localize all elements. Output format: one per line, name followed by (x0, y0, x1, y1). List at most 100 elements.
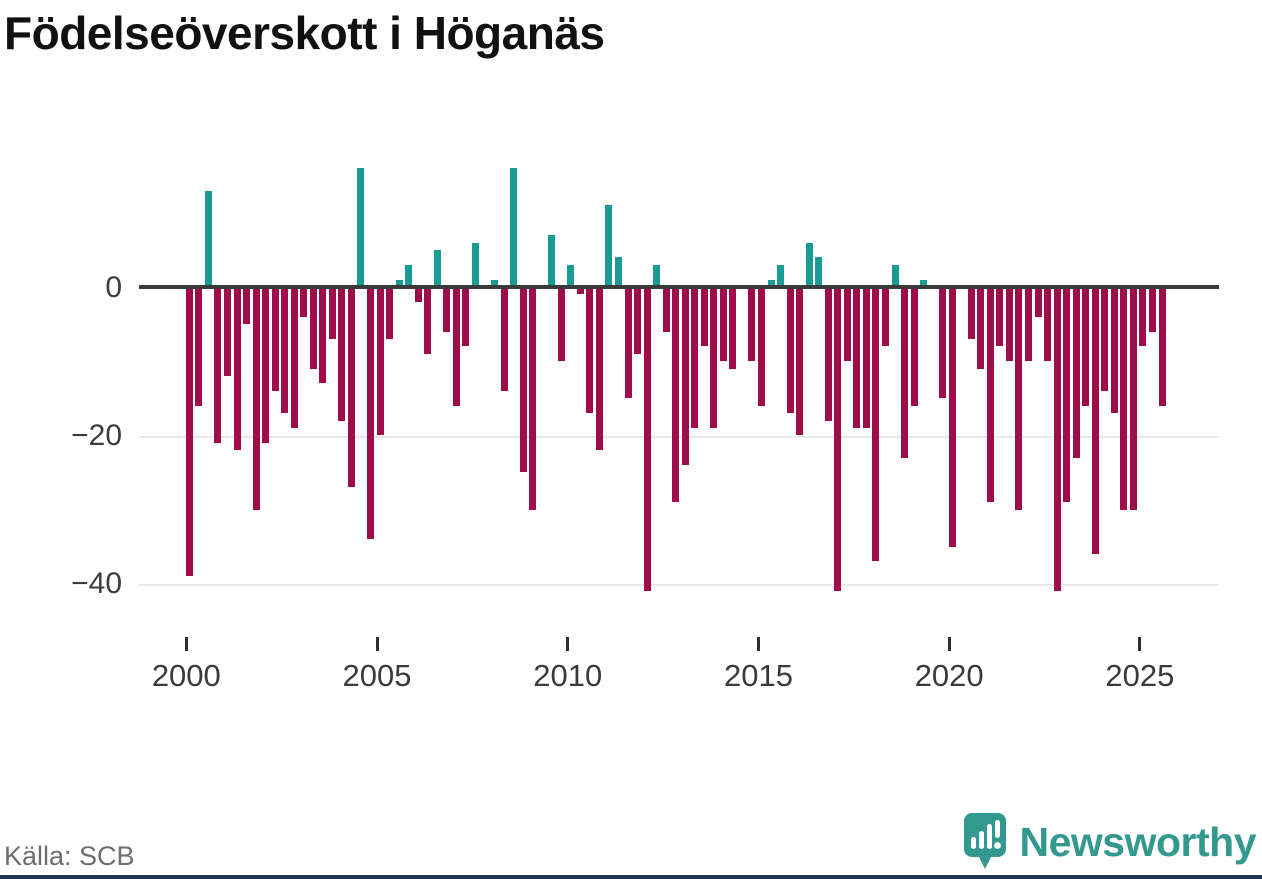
bar-2017-q1 (834, 287, 842, 592)
bar-2017-q2 (843, 287, 851, 362)
brand-lockup: Newsworthy (962, 812, 1257, 872)
bar-2001-q3 (243, 287, 250, 325)
x-axis-label-2010: 2010 (533, 658, 603, 693)
bar-2008-q4 (519, 287, 527, 473)
source-note: Källa: SCB (4, 841, 135, 871)
bar-2011-q3 (624, 287, 632, 399)
bar-2019-q1 (910, 287, 918, 406)
bar-2003-q1 (300, 287, 308, 317)
bar-2016-q4 (824, 287, 832, 421)
bar-2011-q4 (634, 287, 641, 354)
bar-2006-q2 (424, 287, 432, 354)
bar-2009-q1 (529, 287, 537, 510)
bar-2020-q1 (948, 287, 956, 547)
bar-2013-q1 (681, 287, 689, 465)
bar-2016-q3 (815, 257, 823, 287)
x-tick-2000 (184, 637, 188, 651)
bar-2022-q1 (1025, 287, 1032, 362)
bar-2004-q3 (357, 168, 365, 287)
x-tick-2010 (566, 637, 570, 651)
bar-2013-q2 (691, 287, 699, 428)
bar-2000-q2 (195, 287, 203, 406)
bar-2015-q2 (767, 279, 775, 287)
x-tick-2025 (1138, 637, 1142, 651)
bar-2009-q4 (557, 287, 565, 362)
bar-2021-q2 (996, 287, 1004, 347)
bar-2003-q2 (309, 287, 317, 369)
bar-2005-q4 (405, 264, 413, 287)
bar-2021-q4 (1015, 287, 1023, 510)
bar-2004-q1 (338, 287, 346, 421)
bar-2023-q2 (1072, 287, 1080, 458)
bar-2001-q4 (252, 287, 260, 510)
bar-2000-q1 (185, 287, 193, 577)
bar-2005-q2 (386, 287, 394, 339)
bar-2005-q3 (395, 279, 403, 287)
bar-2010-q2 (576, 287, 584, 295)
bar-2010-q3 (586, 287, 594, 414)
gridline-minus40 (139, 584, 1219, 586)
bar-2008-q1 (491, 279, 498, 287)
bar-2019-q4 (939, 287, 947, 399)
bar-2022-q4 (1053, 287, 1061, 592)
bar-2013-q3 (700, 287, 708, 347)
bar-2016-q1 (796, 287, 804, 436)
bar-2018-q4 (901, 287, 908, 458)
bar-2012-q4 (672, 287, 680, 503)
brand-wordmark: Newsworthy (1019, 818, 1257, 865)
bar-2007-q3 (471, 242, 479, 287)
bar-2009-q3 (548, 235, 556, 287)
bar-2014-q4 (748, 287, 756, 362)
y-axis-label-2: −40 (71, 567, 122, 600)
bar-2017-q4 (862, 287, 870, 428)
x-tick-2005 (375, 637, 379, 651)
bar-2011-q1 (605, 205, 613, 287)
bar-2023-q1 (1063, 287, 1071, 503)
bar-2025-q1 (1139, 287, 1147, 347)
bar-2006-q3 (433, 249, 441, 287)
bar-2008-q2 (500, 287, 508, 391)
bar-2023-q4 (1091, 287, 1099, 554)
bar-2021-q3 (1005, 287, 1013, 362)
y-axis-label-1: −20 (71, 419, 122, 452)
bar-2017-q3 (853, 287, 861, 428)
bar-2007-q2 (462, 287, 470, 347)
bar-2012-q3 (662, 287, 670, 332)
bar-2002-q3 (281, 287, 289, 414)
bar-2006-q4 (443, 287, 451, 332)
bar-2018-q2 (881, 287, 889, 347)
zero-axis-line (139, 285, 1219, 289)
bar-2010-q4 (595, 287, 603, 451)
bar-2000-q3 (204, 190, 212, 287)
bar-2018-q3 (891, 264, 899, 287)
bar-2006-q1 (414, 287, 422, 302)
x-axis-label-2020: 2020 (914, 658, 984, 693)
bar-2001-q1 (223, 287, 231, 376)
x-tick-2020 (947, 637, 951, 651)
bar-2004-q2 (347, 287, 355, 488)
x-tick-2015 (756, 637, 760, 651)
bar-2015-q3 (777, 264, 784, 287)
bar-2023-q3 (1082, 287, 1090, 406)
x-axis-label-2005: 2005 (342, 658, 412, 693)
bar-2014-q2 (729, 287, 737, 369)
bar-2004-q4 (367, 287, 374, 540)
bar-2016-q2 (805, 242, 813, 287)
bar-2015-q4 (786, 287, 794, 414)
newsworthy-pin-icon (962, 812, 1008, 872)
bar-2025-q2 (1148, 287, 1156, 332)
bar-2002-q4 (290, 287, 298, 428)
bar-2002-q1 (262, 287, 270, 443)
bar-2008-q3 (510, 168, 517, 287)
bar-2003-q4 (328, 287, 336, 339)
chart-title: Födelseöverskott i Höganäs (4, 7, 605, 59)
bar-2020-q3 (967, 287, 975, 339)
bar-2012-q2 (653, 264, 661, 287)
x-axis-label-2025: 2025 (1105, 658, 1175, 693)
bar-2025-q3 (1158, 287, 1166, 406)
bar-2021-q1 (986, 287, 994, 503)
bar-2020-q4 (977, 287, 985, 369)
bar-2005-q1 (376, 287, 384, 436)
bar-2015-q1 (758, 287, 765, 406)
